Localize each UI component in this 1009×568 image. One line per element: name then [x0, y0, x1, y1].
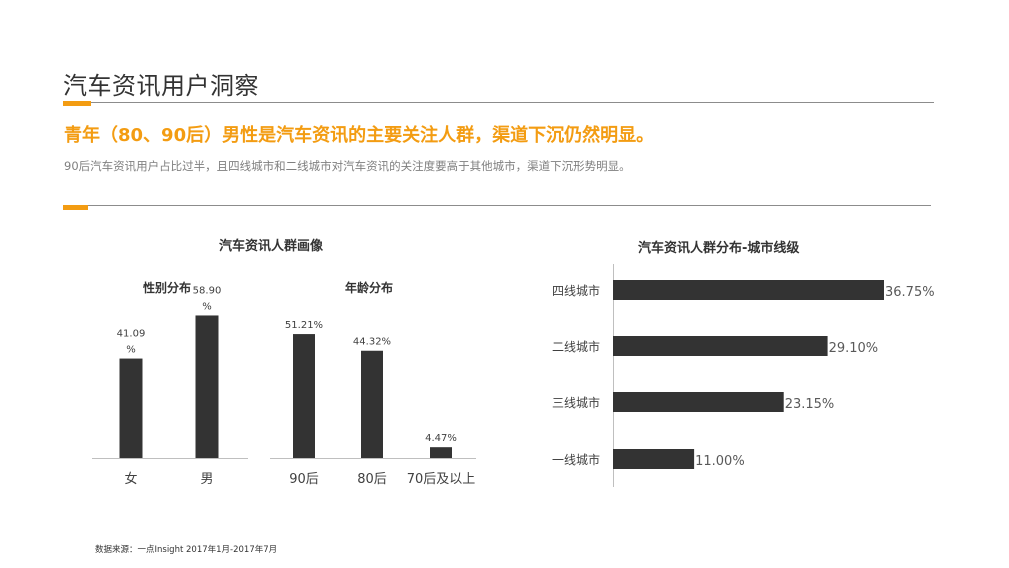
gender-bar [195, 315, 219, 458]
city-bar [613, 449, 695, 469]
page-title: 汽车资讯用户洞察 [63, 72, 259, 100]
city-chart-title: 汽车资讯人群分布-城市线级 [638, 241, 800, 256]
headline: 青年（80、90后）男性是汽车资讯的主要关注人群，渠道下沉仍然明显。 [64, 125, 655, 146]
age-category-label: 80后 [357, 472, 387, 487]
gender-data-label: % [202, 301, 212, 312]
city-category-label: 四线城市 [552, 283, 600, 298]
title-divider [63, 102, 934, 103]
city-category-label: 三线城市 [552, 395, 600, 410]
section-accent-bar [63, 205, 88, 210]
age-bar [430, 447, 452, 458]
age-bar [361, 350, 383, 458]
subline: 90后汽车资讯用户占比过半，且四线城市和二线城市对汽车资讯的关注度要高于其他城市… [64, 159, 631, 173]
city-category-label: 一线城市 [552, 452, 600, 467]
age-category-label: 70后及以上 [407, 472, 476, 487]
city-category-label: 二线城市 [552, 339, 600, 354]
age-data-label: 44.32% [353, 337, 391, 348]
gender-data-label: 58.90 [193, 285, 222, 296]
city-bar [613, 336, 828, 356]
age-data-label: 51.21% [285, 320, 323, 331]
gender-data-label: % [126, 345, 136, 356]
data-source-note: 数据来源：一点Insight 2017年1月-2017年7月 [95, 545, 278, 555]
city-bar [613, 280, 884, 300]
age-chart-title: 年龄分布 [345, 281, 394, 295]
city-data-label: 11.00% [695, 454, 745, 469]
gender-category-label: 男 [200, 472, 213, 487]
title-accent-bar [63, 101, 91, 106]
gender-category-label: 女 [124, 471, 137, 487]
section-divider [63, 205, 931, 206]
portrait-chart-title: 汽车资讯人群画像 [219, 239, 324, 254]
city-data-label: 29.10% [829, 341, 879, 356]
city-data-label: 36.75% [885, 285, 935, 300]
gender-chart-title: 性别分布 [143, 281, 192, 295]
city-bar [613, 392, 784, 412]
age-category-label: 90后 [289, 472, 319, 487]
age-bar [293, 334, 315, 458]
gender-data-label: 41.09 [117, 329, 146, 340]
gender-bar [119, 358, 143, 458]
age-data-label: 4.47% [425, 433, 457, 444]
city-data-label: 23.15% [785, 397, 835, 412]
